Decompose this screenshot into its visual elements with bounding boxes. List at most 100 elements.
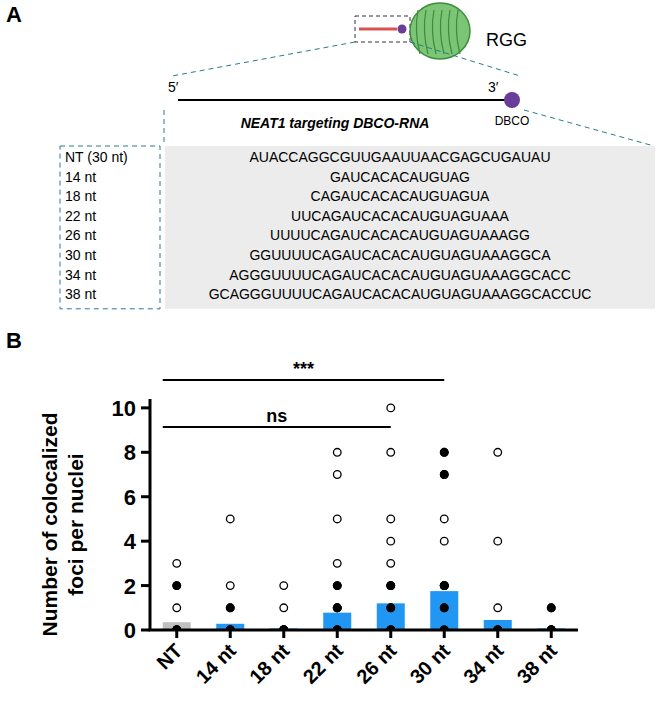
x-tick-label: 30 nt xyxy=(406,639,455,688)
data-point xyxy=(333,449,341,457)
data-point xyxy=(226,604,234,612)
data-point xyxy=(494,604,502,612)
y-tick xyxy=(141,451,150,454)
sequence: GGUUUUCAGAUCACACAUGUAGUAAAGGCA xyxy=(249,247,551,263)
row-label: 18 nt xyxy=(65,188,96,204)
data-point xyxy=(387,582,395,590)
data-point xyxy=(333,515,341,523)
x-tick xyxy=(229,630,232,638)
x-tick xyxy=(443,630,446,638)
data-point xyxy=(226,515,234,523)
significance-label: ns xyxy=(266,406,287,426)
data-point xyxy=(226,604,234,612)
data-point xyxy=(440,471,448,479)
data-point xyxy=(547,604,555,612)
significance-label: *** xyxy=(293,359,314,379)
y-tick xyxy=(141,540,150,543)
data-point xyxy=(440,582,448,590)
rna-strand-icon xyxy=(359,28,397,31)
data-point xyxy=(440,604,448,612)
x-tick xyxy=(336,630,339,638)
row-label: 22 nt xyxy=(65,208,96,224)
y-axis-title: Number of colocalized xyxy=(38,412,61,636)
data-point xyxy=(440,582,448,590)
sequence: AGGGUUUUCAGAUCACACAUGUAGUAAAGGCACC xyxy=(229,267,571,283)
data-point xyxy=(333,471,341,479)
data-point xyxy=(387,515,395,523)
y-tick-label: 8 xyxy=(124,440,136,465)
y-tick xyxy=(141,584,150,587)
protein-label: RGG xyxy=(486,30,527,50)
x-tick-label: 22 nt xyxy=(299,639,348,688)
data-point xyxy=(440,582,448,590)
dbco-label: DBCO xyxy=(495,114,530,128)
data-point xyxy=(440,582,448,590)
x-tick xyxy=(389,630,392,638)
significance-line xyxy=(163,426,391,428)
three-prime: 3′ xyxy=(488,79,499,95)
data-point xyxy=(333,604,341,612)
data-point xyxy=(173,582,181,590)
bar xyxy=(430,591,458,630)
x-tick xyxy=(175,630,178,638)
data-point xyxy=(173,604,181,612)
data-point xyxy=(333,560,341,568)
significance-line xyxy=(163,379,445,381)
data-point xyxy=(387,604,395,612)
x-tick-label: 14 nt xyxy=(192,639,241,688)
data-point xyxy=(173,582,181,590)
y-tick-label: 0 xyxy=(124,618,136,643)
y-tick xyxy=(141,495,150,498)
data-point xyxy=(226,582,234,590)
data-point xyxy=(173,560,181,568)
data-point xyxy=(280,582,288,590)
y-tick-label: 6 xyxy=(124,485,136,510)
data-point xyxy=(387,404,395,412)
data-point xyxy=(440,604,448,612)
data-point xyxy=(440,449,448,457)
x-tick xyxy=(550,630,553,638)
zoom-line xyxy=(524,110,654,146)
five-prime: 5′ xyxy=(168,79,179,95)
x-tick-label: 34 nt xyxy=(459,639,508,688)
data-point xyxy=(333,582,341,590)
sequence: CAGAUCACACAUGUAGUA xyxy=(311,188,491,204)
sequence: AUACCAGGCGUUGAAUUAACGAGCUGAUAU xyxy=(249,149,550,165)
dbco-icon xyxy=(398,25,407,34)
protein-body xyxy=(410,3,470,59)
rna-strand xyxy=(178,99,505,101)
zoom-line xyxy=(164,110,165,146)
label-box xyxy=(60,146,160,309)
x-tick-label: 26 nt xyxy=(352,639,401,688)
protein-strand xyxy=(448,10,452,54)
construct-title: NEAT1 targeting DBCO-RNA xyxy=(241,115,430,131)
zoom-line xyxy=(410,42,520,76)
row-label: 30 nt xyxy=(65,247,96,263)
data-point xyxy=(333,582,341,590)
figure: ARGG5′3′DBCONEAT1 targeting DBCO-RNANT (… xyxy=(0,0,661,727)
data-point xyxy=(387,582,395,590)
protein-strand xyxy=(416,10,420,54)
data-point xyxy=(387,560,395,568)
sequence-box xyxy=(165,146,655,309)
data-point xyxy=(494,537,502,545)
row-label: 34 nt xyxy=(65,267,96,283)
data-point xyxy=(387,537,395,545)
y-tick-label: 2 xyxy=(124,574,136,599)
y-tick-label: 4 xyxy=(124,529,137,554)
sequence: GAUCACACAUGUAG xyxy=(330,169,470,185)
y-tick xyxy=(141,629,150,632)
data-point xyxy=(440,582,448,590)
data-point xyxy=(440,471,448,479)
data-point xyxy=(333,604,341,612)
plot-area xyxy=(163,404,566,630)
data-point xyxy=(440,515,448,523)
row-label: 26 nt xyxy=(65,227,96,243)
row-label: 14 nt xyxy=(65,169,96,185)
data-point xyxy=(547,604,555,612)
x-tick xyxy=(496,630,499,638)
x-tick-label: 38 nt xyxy=(513,639,562,688)
y-tick xyxy=(141,406,150,409)
y-tick-label: 10 xyxy=(112,396,136,421)
zoom-line xyxy=(172,42,355,76)
